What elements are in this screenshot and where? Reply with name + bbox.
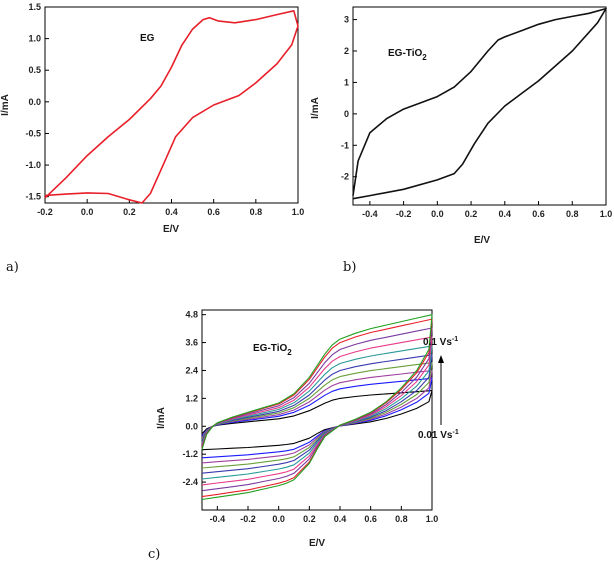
panel-1-ytick-label-3: 1	[344, 77, 349, 87]
panel-2-xtick-label-7: 1.0	[426, 514, 439, 524]
panel-0-xtick-label-3: 0.4	[165, 207, 178, 217]
panel-1-ytick-label-2: 0	[344, 109, 349, 119]
panel-b-frame	[352, 6, 607, 206]
panel-c-label: c)	[148, 547, 160, 562]
scan-rate-low-label: 0.01 Vs-1	[418, 429, 459, 441]
panel-2-scan-series-7	[201, 327, 433, 492]
panel-2-ytick-label-6: 4.8	[185, 310, 198, 320]
panel-2-xtick-label-6: 0.8	[395, 514, 408, 524]
panel-c-ylabel: I/mA	[156, 407, 167, 429]
panel-b-annotation: EG-TiO2	[388, 48, 427, 62]
panel-2-scan-series-9	[201, 314, 433, 501]
panel-2-ytick-label-0: -2.4	[182, 477, 198, 487]
panel-0-xtick-label-5: 0.8	[250, 207, 263, 217]
panel-2-scan-series-4	[201, 354, 433, 474]
panel-0-xtick-label-0: -0.2	[37, 207, 53, 217]
panel-2-xtick-label-3: 0.2	[303, 514, 316, 524]
panel-b-label: b)	[343, 260, 356, 275]
panel-c-xlabel: E/V	[309, 538, 325, 549]
panel-1-xtick-label-2: 0.0	[431, 209, 444, 219]
scan-rate-arrow	[438, 355, 444, 425]
panel-a-chart: -0.2 0.0 0.2 0.4 0.6 0.8 1.0 -1.5 -1.0 -0.5 0.0 0.5…	[0, 2, 304, 275]
panel-c-chart: -0.4 -0.2 0.0 0.2 0.4 0.6 0.8 1.0 -2.4 -1.2 0.0 1.2…	[148, 309, 459, 562]
panel-1-ytick-label-0: -2	[341, 172, 349, 182]
panel-2-ytick-label-5: 3.6	[185, 338, 198, 348]
panel-2-scan-series-1	[201, 377, 433, 459]
panel-b-xlabel: E/V	[474, 235, 490, 246]
panel-c-annotation: EG-TiO2	[253, 343, 292, 357]
panel-2-scan-series-2	[201, 369, 433, 464]
panel-2-ytick-label-1: -1.2	[182, 449, 198, 459]
panel-a-frame	[44, 6, 299, 204]
panel-0-ytick-label-1: -1.0	[25, 160, 41, 170]
panel-0-ytick-label-5: 1.0	[28, 34, 41, 44]
panel-a-xlabel: E/V	[163, 224, 179, 235]
panel-1-xtick-label-7: 1.0	[600, 209, 613, 219]
panel-1-xtick-label-3: 0.2	[465, 209, 478, 219]
panel-2-scan-series-0	[201, 390, 433, 451]
panel-1-xtick-label-5: 0.6	[532, 209, 545, 219]
panel-2-xtick-label-5: 0.6	[364, 514, 377, 524]
panel-a-ylabel: I/mA	[0, 94, 11, 116]
panel-1-xtick-label-6: 0.8	[566, 209, 579, 219]
panel-2-ytick-label-2: 0.0	[185, 421, 198, 431]
panel-c-frame	[201, 309, 433, 511]
panel-0-series-0	[44, 10, 299, 204]
panel-2-xtick-label-1: -0.2	[240, 514, 256, 524]
panel-0-xtick-label-1: 0.0	[81, 207, 94, 217]
panel-0-ytick-label-2: -0.5	[25, 128, 41, 138]
panel-0-xtick-label-6: 1.0	[292, 207, 305, 217]
panel-0-ytick-label-4: 0.5	[28, 65, 41, 75]
panel-2-ytick-label-4: 2.4	[185, 365, 198, 375]
panel-b-chart: -0.4 -0.2 0.0 0.2 0.4 0.6 0.8 1.0 -2 -1 0 1 2 3 EG-Ti…	[310, 6, 613, 275]
panel-2-scan-series-5	[201, 345, 433, 480]
panel-1-ytick-label-1: -1	[341, 140, 349, 150]
panel-b-ylabel: I/mA	[310, 97, 321, 119]
panel-2-xtick-label-0: -0.4	[210, 514, 226, 524]
panel-1-xtick-label-4: 0.4	[499, 209, 512, 219]
panel-1-ytick-label-5: 3	[344, 15, 349, 25]
panel-2-scan-series-6	[201, 336, 433, 486]
panel-1-xtick-label-0: -0.4	[362, 209, 378, 219]
panel-2-xtick-label-4: 0.4	[334, 514, 347, 524]
panel-1-xtick-label-1: -0.2	[396, 209, 412, 219]
panel-a-label: a)	[6, 260, 19, 275]
panel-0-xtick-label-2: 0.2	[123, 207, 136, 217]
panel-0-ytick-label-6: 1.5	[28, 2, 41, 12]
panel-0-xtick-label-4: 0.6	[207, 207, 220, 217]
panel-2-ytick-label-3: 1.2	[185, 393, 198, 403]
panel-a-annotation: EG	[140, 33, 155, 44]
panel-2-scan-series-3	[201, 362, 433, 469]
panel-0-ytick-label-0: -1.5	[25, 192, 41, 202]
panel-2-xtick-label-2: 0.0	[272, 514, 285, 524]
scan-rate-high-label: 0.1 Vs-1	[423, 336, 458, 348]
panel-1-series-0	[352, 7, 607, 200]
panel-1-ytick-label-4: 2	[344, 46, 349, 56]
panel-0-ytick-label-3: 0.0	[28, 97, 41, 107]
